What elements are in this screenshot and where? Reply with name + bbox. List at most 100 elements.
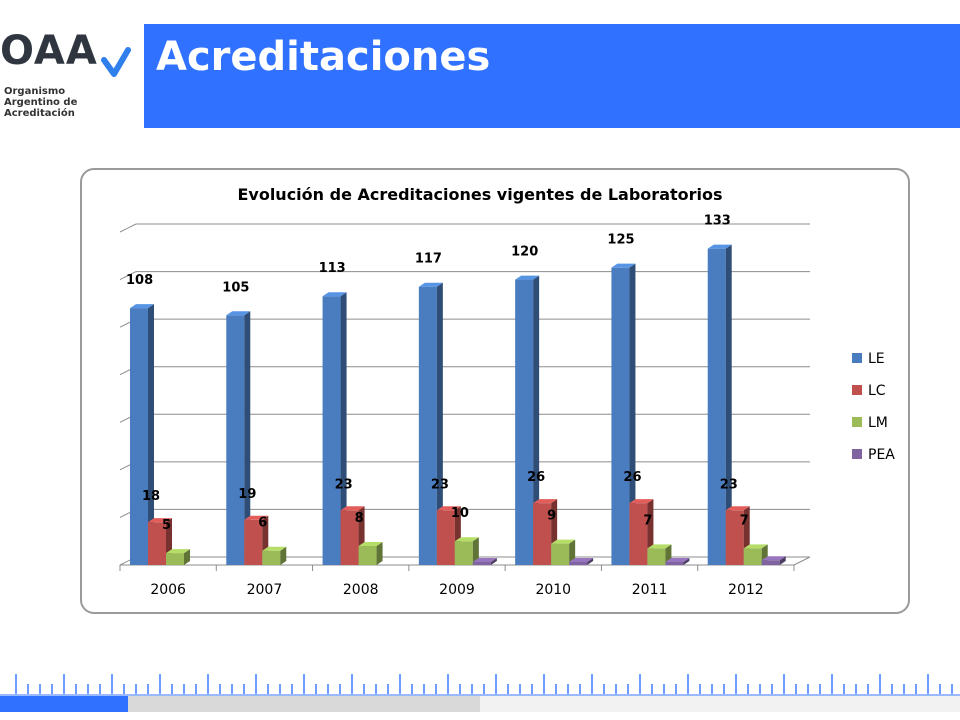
data-label-lc: 26 — [623, 470, 641, 485]
data-label-lc: 19 — [238, 487, 256, 502]
bar-top — [436, 506, 461, 511]
bar-top — [665, 558, 690, 562]
bar-lm — [166, 553, 184, 565]
logo-subtitle: Organismo Argentino de Acreditación — [4, 86, 124, 119]
bar-side — [569, 539, 576, 565]
bar-le — [130, 308, 148, 565]
bar-side — [779, 556, 786, 565]
data-label-lm: 7 — [643, 513, 652, 528]
logo-subtitle-line: Acreditación — [4, 108, 75, 119]
gridline-side — [119, 223, 137, 233]
bar-top — [515, 275, 540, 280]
bar-le — [418, 286, 437, 565]
bar-top — [358, 541, 383, 546]
bar-lc — [436, 510, 455, 565]
bar-chart: Evolución de Acreditaciones vigentes de … — [119, 185, 895, 598]
bar-top — [761, 556, 786, 561]
bar-le — [707, 248, 726, 565]
bar-le — [611, 267, 630, 565]
data-label-lc: 18 — [142, 489, 160, 504]
bar-lc — [148, 522, 166, 565]
data-label-lm: 6 — [258, 516, 267, 531]
bar-lm — [358, 545, 377, 565]
bar-top — [725, 506, 750, 511]
floor-line — [793, 556, 811, 566]
bar-top — [533, 499, 558, 504]
bar-lm — [647, 548, 666, 565]
data-label-lc: 23 — [431, 477, 449, 492]
bar-side — [472, 537, 479, 565]
footer-segment — [480, 696, 960, 712]
x-tick-label: 2006 — [150, 582, 186, 598]
ruler-decoration — [0, 674, 960, 696]
x-tick-label: 2011 — [632, 582, 668, 598]
x-tick-label: 2012 — [728, 582, 764, 598]
bar-top — [322, 292, 347, 297]
bar-top — [226, 311, 251, 316]
bar-side — [244, 311, 251, 565]
data-label-lm: 10 — [451, 506, 469, 521]
bar-top — [454, 537, 479, 542]
legend-swatch — [852, 385, 862, 395]
data-label-le: 125 — [607, 233, 634, 248]
logo-subtitle-line: Organismo — [4, 86, 66, 97]
bar-lm — [551, 543, 570, 565]
bar-lm — [262, 550, 281, 565]
data-label-le: 133 — [704, 214, 731, 229]
logo-mark: OAA — [0, 28, 98, 74]
data-label-le: 113 — [319, 261, 346, 276]
x-tick-label: 2010 — [535, 582, 571, 598]
bar-side — [533, 275, 540, 565]
check-icon — [101, 47, 131, 77]
data-label-le: 117 — [415, 252, 442, 267]
bar-side — [490, 558, 497, 565]
x-axis: 2006 2007 2008 2009 2010 2011 2012 — [119, 565, 795, 598]
bar-side — [280, 546, 287, 565]
bar-lm — [743, 548, 762, 565]
bar-top — [244, 515, 269, 520]
legend-label: LM — [868, 415, 888, 431]
data-label-lc: 26 — [527, 470, 545, 485]
chart-data-labels: 1081851051961132381172310120269125267133… — [126, 214, 749, 533]
chart-bars — [130, 244, 786, 565]
bar-side — [184, 549, 190, 565]
bar-top — [743, 544, 768, 549]
bar-side — [725, 244, 732, 565]
bar-top — [647, 544, 672, 549]
bar-lc — [533, 503, 552, 565]
data-label-lc: 23 — [335, 477, 353, 492]
data-label-lm: 7 — [740, 513, 749, 528]
bar-top — [418, 282, 443, 287]
bar-side — [629, 263, 636, 565]
data-label-le: 108 — [126, 273, 153, 288]
slide-title: Acreditaciones — [156, 34, 491, 80]
data-label-lc: 23 — [720, 477, 738, 492]
bar-top — [551, 539, 576, 544]
x-tick-label: 2008 — [343, 582, 379, 598]
legend-swatch — [852, 449, 862, 459]
legend-swatch — [852, 417, 862, 427]
bar-le — [515, 279, 534, 565]
bar-lm — [454, 541, 473, 565]
bar-le — [322, 296, 341, 565]
chart-title: Evolución de Acreditaciones vigentes de … — [237, 185, 722, 204]
bar-lc — [244, 519, 263, 565]
footer-bar — [0, 696, 960, 712]
data-label-lm: 5 — [162, 518, 171, 533]
bar-top — [629, 499, 654, 504]
bar-side — [376, 541, 383, 565]
legend-label: PEA — [868, 447, 895, 463]
bar-side — [436, 282, 443, 565]
bar-lc — [725, 510, 744, 565]
gridline-side — [119, 271, 137, 281]
bar-top — [611, 263, 636, 268]
chart-frame — [80, 168, 910, 614]
title-bar: Acreditaciones — [144, 24, 960, 128]
bar-lc — [629, 503, 648, 565]
data-label-le: 105 — [222, 280, 249, 295]
bar-side — [148, 304, 154, 565]
legend-label: LE — [868, 351, 885, 367]
bar-pea — [761, 560, 780, 565]
bar-top — [262, 546, 287, 551]
bar-top — [707, 244, 732, 249]
